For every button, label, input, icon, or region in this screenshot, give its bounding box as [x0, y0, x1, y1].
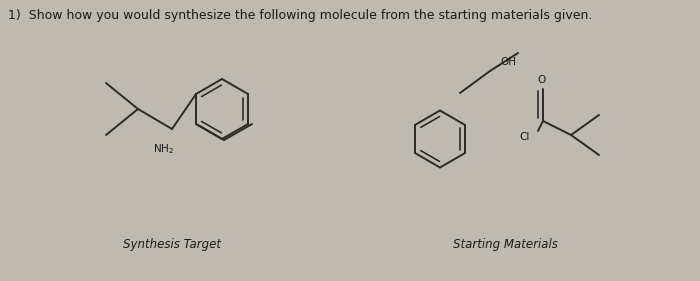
Text: 1)  Show how you would synthesize the following molecule from the starting mater: 1) Show how you would synthesize the fol… [8, 9, 592, 22]
Text: OH: OH [500, 57, 516, 67]
Text: Cl: Cl [519, 132, 530, 142]
Text: Starting Materials: Starting Materials [453, 238, 557, 251]
Text: NH$_2$: NH$_2$ [153, 142, 174, 156]
Text: Synthesis Target: Synthesis Target [123, 238, 221, 251]
Text: O: O [537, 75, 545, 85]
